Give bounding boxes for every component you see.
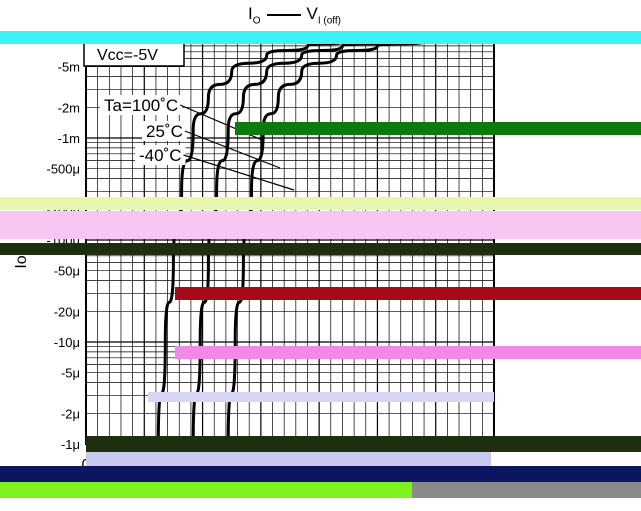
title-dash <box>266 13 301 16</box>
legend-leader <box>184 130 281 169</box>
y-tick-labels: -5m-2m-1m-500μ-200μ-100μ-50μ-20μ-10μ-5μ-… <box>46 60 80 452</box>
series-line-2 <box>226 40 426 445</box>
legend-bg <box>100 95 183 115</box>
title-y: I <box>248 4 253 23</box>
y-tick-label: -1m <box>58 131 80 146</box>
legend: Ta=100˚C 25˚C -40˚C <box>100 95 295 191</box>
y-tick-label: -500μ <box>46 162 80 177</box>
magenta-band <box>175 346 641 359</box>
green-band <box>235 122 641 135</box>
legend-label-1: 25˚C <box>146 122 183 141</box>
legend-label-2: -40˚C <box>139 146 182 165</box>
condition-box: Vcc=-5V <box>83 41 185 67</box>
cyan-band <box>0 31 641 44</box>
series-line-1 <box>191 40 391 445</box>
title-y-sub: O <box>252 15 261 27</box>
y-tick-label: -2m <box>58 100 80 115</box>
y-tick-label: -20μ <box>54 304 80 319</box>
title-x-sub: I (off) <box>317 15 342 27</box>
y-tick-label: -10μ <box>54 335 80 350</box>
condition-label: Vcc=-5V <box>97 47 158 64</box>
y-axis-label: Io <box>13 255 30 268</box>
y-tick-label: -50μ <box>54 264 80 279</box>
title-x: V <box>306 4 318 23</box>
gray-band <box>412 482 641 498</box>
lime-band <box>0 482 412 498</box>
lavender-band <box>86 452 491 466</box>
legend-label-0: Ta=100˚C <box>104 96 178 115</box>
navy-band <box>0 466 641 482</box>
dark-band <box>0 243 641 255</box>
red-band <box>175 287 641 300</box>
yellow-green-band <box>0 197 641 210</box>
dark-band-2 <box>86 436 641 452</box>
y-tick-label: -5μ <box>61 366 80 381</box>
pink-band <box>0 211 641 239</box>
legend-leader <box>183 154 295 191</box>
y-tick-label: -5m <box>58 60 80 75</box>
y-tick-label: -2μ <box>61 406 80 421</box>
y-tick-label: -1μ <box>61 437 80 452</box>
legend-bg <box>142 121 187 141</box>
light-purple-band <box>148 392 494 402</box>
chart-title: IO VI (off) <box>248 4 341 26</box>
legend-bg <box>135 145 186 165</box>
